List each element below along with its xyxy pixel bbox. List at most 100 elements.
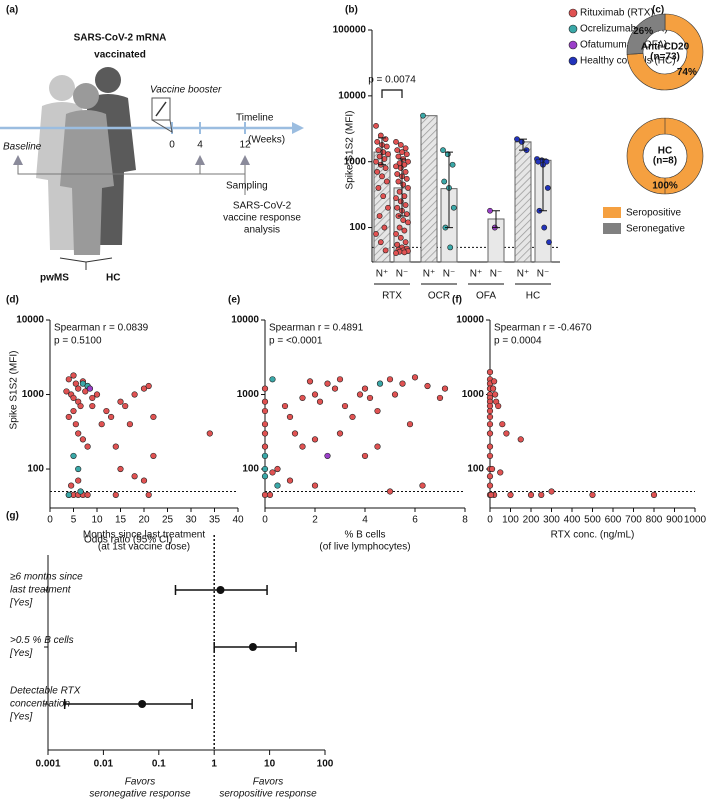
legend-label: Ocrelizumab (OCR): [580, 24, 668, 35]
panel-label: (b): [345, 5, 358, 16]
data-point: [261, 407, 269, 415]
row-label: [Yes]: [9, 648, 32, 659]
data-point: [150, 452, 157, 460]
data-point: [70, 372, 77, 379]
data-point: [65, 376, 72, 383]
data-point: [107, 413, 115, 421]
x-tick-label: 500: [584, 515, 601, 526]
bar: [420, 115, 438, 263]
booster-label: Vaccine booster: [150, 85, 222, 96]
week-label: 12: [239, 140, 251, 151]
data-point: [311, 391, 319, 398]
data-point: [140, 385, 148, 392]
data-point: [486, 368, 494, 376]
data-point: [266, 491, 274, 498]
data-point: [374, 407, 381, 415]
x-tick-label: HC: [526, 291, 540, 302]
panel-label: (g): [6, 511, 19, 522]
data-point: [299, 394, 306, 402]
annotation: p = 0.0074: [368, 75, 416, 86]
data-point: [403, 211, 410, 218]
data-point: [373, 122, 379, 129]
data-point: [495, 402, 502, 410]
data-point: [486, 413, 494, 421]
x-axis-label: (of live lymphocytes): [319, 542, 410, 553]
x-tick-label: 20: [138, 515, 150, 526]
x-tick-label: 800: [646, 515, 663, 526]
x-tick-label: 35: [209, 515, 221, 526]
y-tick-label: 100: [27, 464, 44, 475]
data-point: [487, 491, 495, 498]
data-point: [117, 465, 124, 473]
row-label: >0.5 % B cells: [10, 635, 74, 646]
data-point: [393, 138, 399, 145]
diagram-title: SARS-CoV-2 mRNA: [74, 33, 167, 44]
data-point: [79, 436, 86, 443]
data-point: [397, 198, 404, 205]
data-point: [486, 421, 494, 428]
timeline-label: Timeline: [236, 113, 274, 124]
donut-center-label: HC: [658, 146, 672, 157]
data-point: [261, 465, 269, 473]
data-point: [72, 380, 79, 387]
row-label: [Yes]: [9, 712, 32, 723]
data-point: [383, 143, 390, 150]
legend-label: Rituximab (RTX): [580, 8, 654, 19]
x-tick-label: 900: [666, 515, 683, 526]
data-point: [400, 217, 407, 223]
data-point: [331, 385, 339, 392]
data-point: [75, 477, 82, 484]
x-tick-label: 5: [71, 515, 77, 526]
data-point: [376, 213, 383, 219]
data-point: [405, 185, 411, 191]
data-point: [70, 394, 77, 402]
panel-label: (c): [652, 5, 664, 16]
x-tick-label: 0.001: [35, 759, 60, 770]
data-point: [450, 204, 457, 211]
donut-center-label: Anti-CD20: [641, 42, 690, 53]
y-axis-label: Spike S1S2 (MFI): [345, 111, 356, 190]
x-tick-label: 200: [523, 515, 540, 526]
data-point: [377, 132, 384, 139]
legend-label: Seronegative: [626, 224, 685, 235]
timeline-label: (Weeks): [248, 135, 285, 146]
x-tick-label: 8: [462, 515, 468, 526]
data-point: [492, 391, 499, 398]
data-point: [122, 402, 129, 410]
annotation: Spearman r = 0.0839: [54, 323, 149, 334]
analysis-label: SARS-CoV-2: [233, 201, 292, 212]
data-point: [376, 380, 384, 387]
legend-swatch: [603, 223, 621, 234]
x-tick-label: 25: [162, 515, 174, 526]
data-point: [98, 421, 105, 428]
data-point: [356, 391, 364, 398]
subcategory-label: N⁺: [376, 269, 389, 280]
week-label: 0: [169, 140, 175, 151]
data-point: [399, 380, 406, 387]
x-tick-label: 100: [502, 515, 519, 526]
data-point: [517, 436, 524, 443]
row-label: Detectable RTX: [10, 686, 81, 697]
data-point: [261, 473, 269, 480]
data-point: [544, 185, 551, 191]
data-point: [206, 430, 213, 437]
legend-swatch: [603, 207, 621, 218]
x-tick-label: 1000: [684, 515, 707, 526]
slice-label: 74%: [677, 67, 697, 78]
data-point: [397, 234, 404, 241]
x-tick-label: 100: [317, 759, 334, 770]
y-axis-label: Spike S1S2 (MFI): [9, 351, 20, 430]
data-point: [383, 178, 390, 185]
error-bar: [492, 210, 500, 229]
data-point: [546, 239, 552, 246]
analysis-label: analysis: [244, 225, 280, 236]
odds-ratio-point: [138, 700, 147, 708]
donut-center-label: (n=73): [650, 52, 680, 63]
data-point: [150, 413, 157, 421]
data-point: [497, 469, 504, 476]
annotation: p = 0.0004: [494, 336, 542, 347]
data-point: [269, 376, 276, 383]
data-point: [361, 385, 369, 392]
data-point: [538, 491, 545, 498]
panel-label: (d): [6, 295, 19, 306]
